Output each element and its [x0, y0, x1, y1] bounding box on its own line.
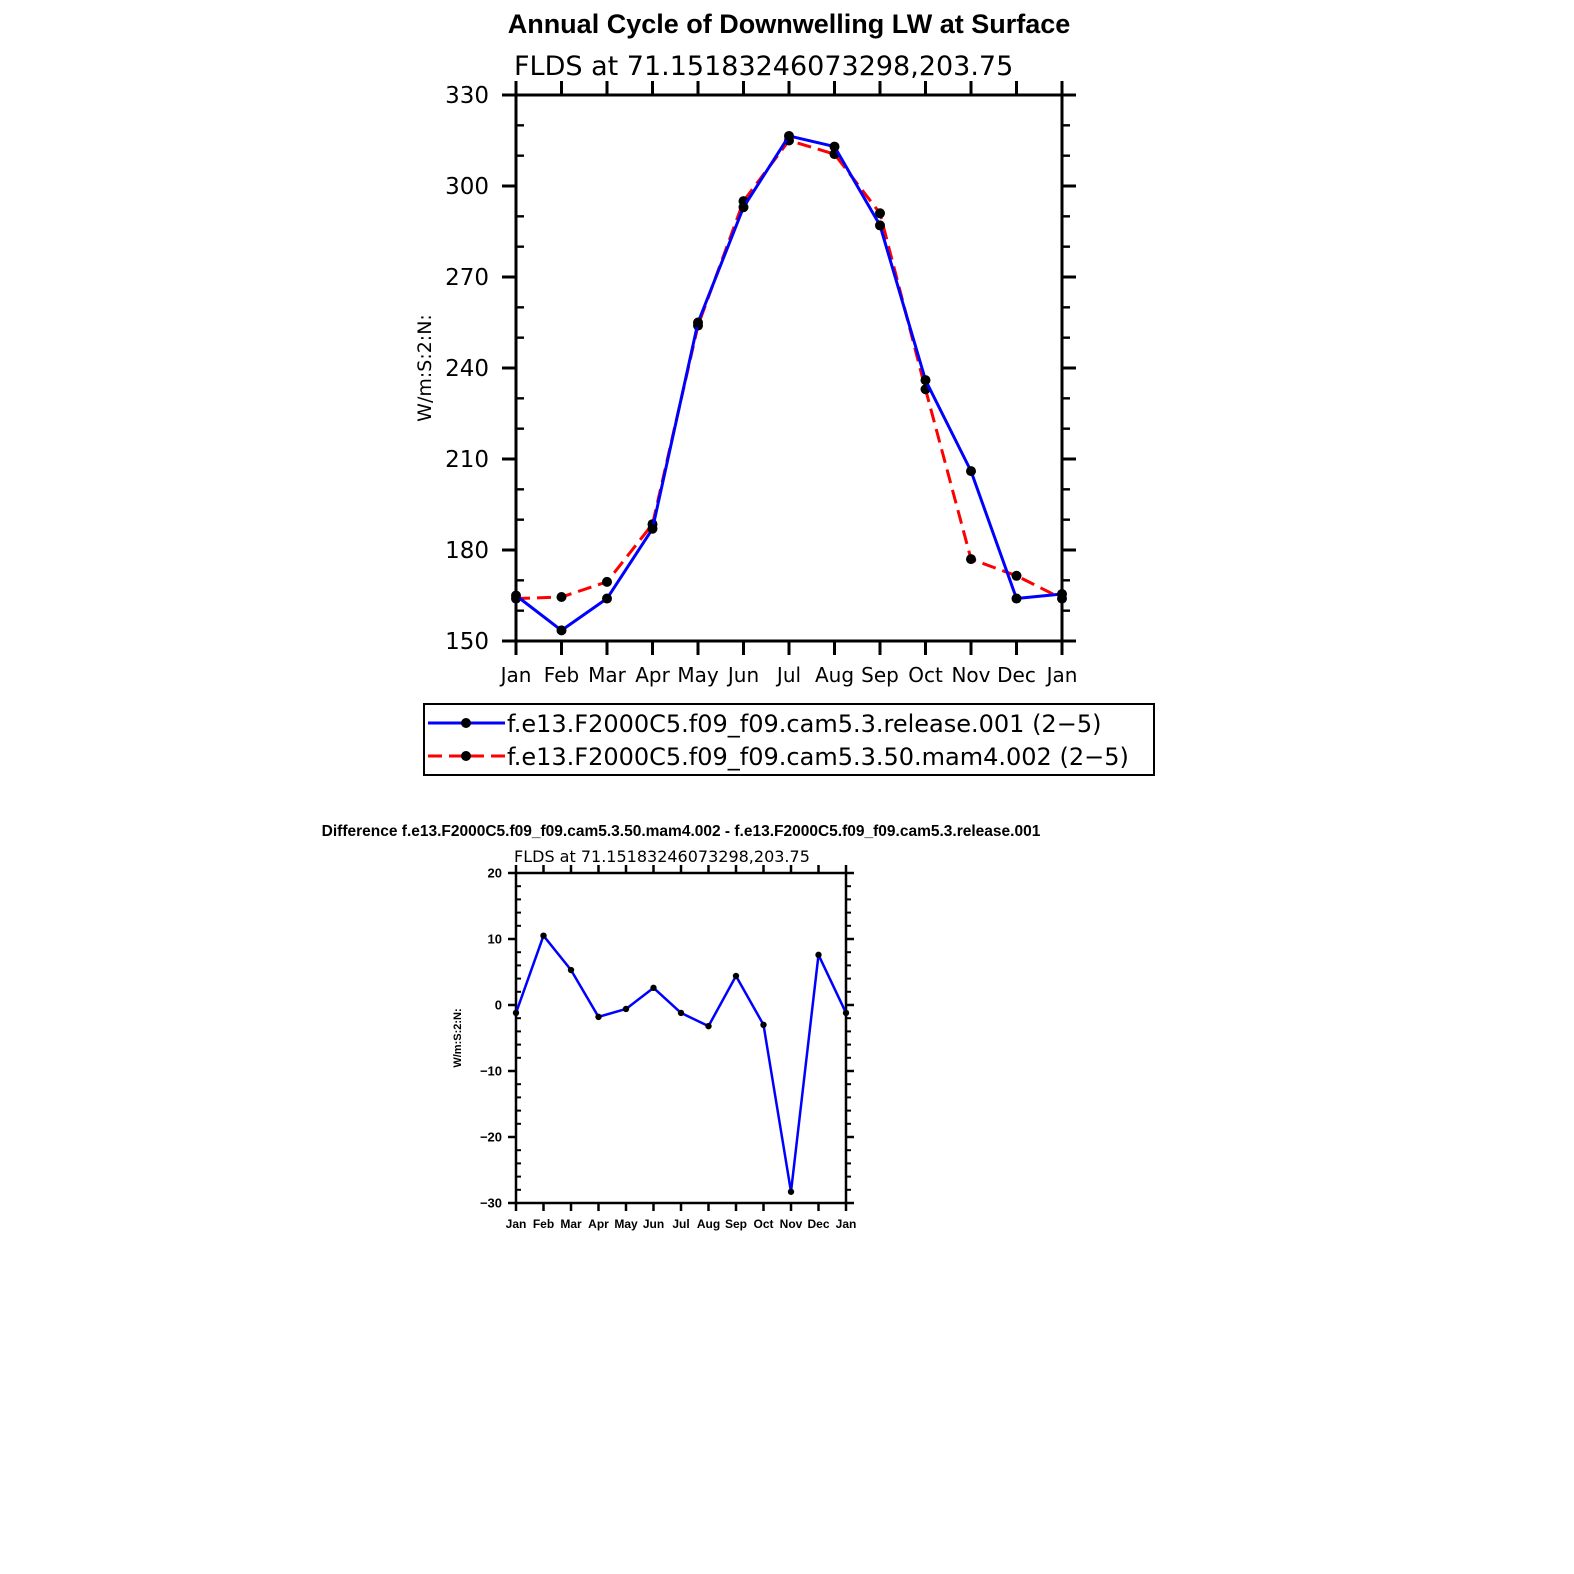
data-point [567, 966, 575, 974]
data-point [760, 1021, 767, 1028]
x-tick-label: Sep [861, 663, 899, 687]
data-point [966, 466, 976, 477]
x-tick-label: Sep [725, 1217, 747, 1231]
x-tick-label: Jan [1045, 663, 1078, 687]
y-tick-label: 0 [495, 998, 502, 1013]
annual-cycle-chart: Annual Cycle of Downwelling LW at Surfac… [414, 9, 1155, 776]
data-point [787, 1188, 795, 1195]
series-line-1 [515, 139, 1063, 601]
chart-subtitle: FLDS at 71.15183246073298,203.75 [514, 51, 1013, 82]
data-point [556, 625, 567, 636]
data-point [512, 1009, 520, 1017]
legend-marker [461, 718, 471, 728]
y-tick-label: 10 [488, 932, 502, 947]
data-point [650, 984, 657, 992]
y-tick-label: 300 [445, 174, 489, 200]
x-tick-label: Jan [836, 1217, 857, 1231]
y-tick-label: −10 [480, 1064, 502, 1079]
data-point [705, 1022, 712, 1030]
y-tick-label: 210 [445, 447, 489, 473]
y-tick-label: −20 [480, 1130, 502, 1145]
y-tick-label: 330 [445, 83, 489, 109]
data-point [738, 202, 749, 213]
data-point [622, 1005, 630, 1013]
data-point [784, 130, 794, 141]
x-tick-label: Mar [560, 1217, 582, 1231]
data-point [829, 141, 840, 152]
data-point [1011, 570, 1022, 581]
series-line-0 [514, 934, 848, 1194]
data-point [602, 576, 612, 587]
data-point [875, 208, 885, 219]
x-tick-label: Jul [672, 1217, 689, 1231]
x-tick-label: Apr [588, 1217, 609, 1231]
x-tick-label: Aug [815, 663, 854, 687]
x-tick-label: Jun [726, 663, 759, 687]
x-tick-label: Feb [533, 1217, 554, 1231]
legend-marker [461, 751, 471, 761]
data-point [693, 317, 703, 328]
data-point [842, 1009, 850, 1017]
y-tick-label: 20 [488, 866, 502, 881]
x-tick-label: Dec [807, 1217, 829, 1231]
y-tick-label: 180 [445, 538, 489, 564]
data-point [647, 523, 658, 534]
legend-label: f.e13.F2000C5.f09_f09.cam5.3.50.mam4.002… [507, 743, 1129, 771]
data-point [556, 592, 567, 603]
x-tick-label: Feb [544, 663, 579, 687]
data-point [1057, 588, 1067, 599]
data-point [511, 590, 521, 601]
data-point [540, 932, 547, 939]
x-tick-label: May [677, 663, 719, 687]
x-tick-label: Apr [635, 663, 670, 687]
legend-box [423, 703, 1155, 776]
x-tick-label: Nov [951, 663, 990, 687]
y-tick-label: 150 [445, 629, 489, 655]
data-point [875, 220, 885, 231]
series-line-0 [515, 134, 1063, 632]
y-tick-label: −30 [480, 1196, 502, 1211]
x-tick-label: Nov [780, 1217, 803, 1231]
x-tick-label: Oct [753, 1217, 773, 1231]
plot-frame [514, 93, 1064, 643]
x-tick-label: Jun [643, 1217, 664, 1231]
y-axis-label: W/m:S:2:N: [452, 1008, 464, 1067]
y-tick-label: 240 [445, 356, 489, 382]
legend: f.e13.F2000C5.f09_f09.cam5.3.release.001… [423, 703, 1155, 776]
data-point [602, 593, 612, 604]
chart-title: Difference f.e13.F2000C5.f09_f09.cam5.3.… [322, 823, 1041, 840]
data-point [815, 951, 822, 959]
data-point [966, 554, 976, 565]
x-tick-label: Aug [697, 1217, 720, 1231]
x-tick-label: Jul [775, 663, 801, 687]
x-tick-label: Jan [499, 663, 532, 687]
chart-subtitle: FLDS at 71.15183246073298,203.75 [514, 847, 810, 866]
y-axis-label: W/m:S:2:N: [414, 314, 436, 422]
x-tick-label: May [614, 1217, 638, 1231]
x-tick-label: Oct [908, 663, 943, 687]
data-point [677, 1009, 685, 1017]
legend-label: f.e13.F2000C5.f09_f09.cam5.3.release.001… [507, 710, 1101, 738]
data-point [732, 972, 740, 980]
difference-chart: Difference f.e13.F2000C5.f09_f09.cam5.3.… [322, 823, 1041, 1231]
x-tick-label: Jan [506, 1217, 527, 1231]
x-tick-label: Mar [588, 663, 627, 687]
data-point [1011, 593, 1022, 604]
chart-title: Annual Cycle of Downwelling LW at Surfac… [508, 9, 1071, 39]
x-tick-label: Dec [997, 663, 1036, 687]
y-tick-label: 270 [445, 265, 489, 291]
data-point [920, 375, 931, 386]
data-point [595, 1013, 602, 1021]
